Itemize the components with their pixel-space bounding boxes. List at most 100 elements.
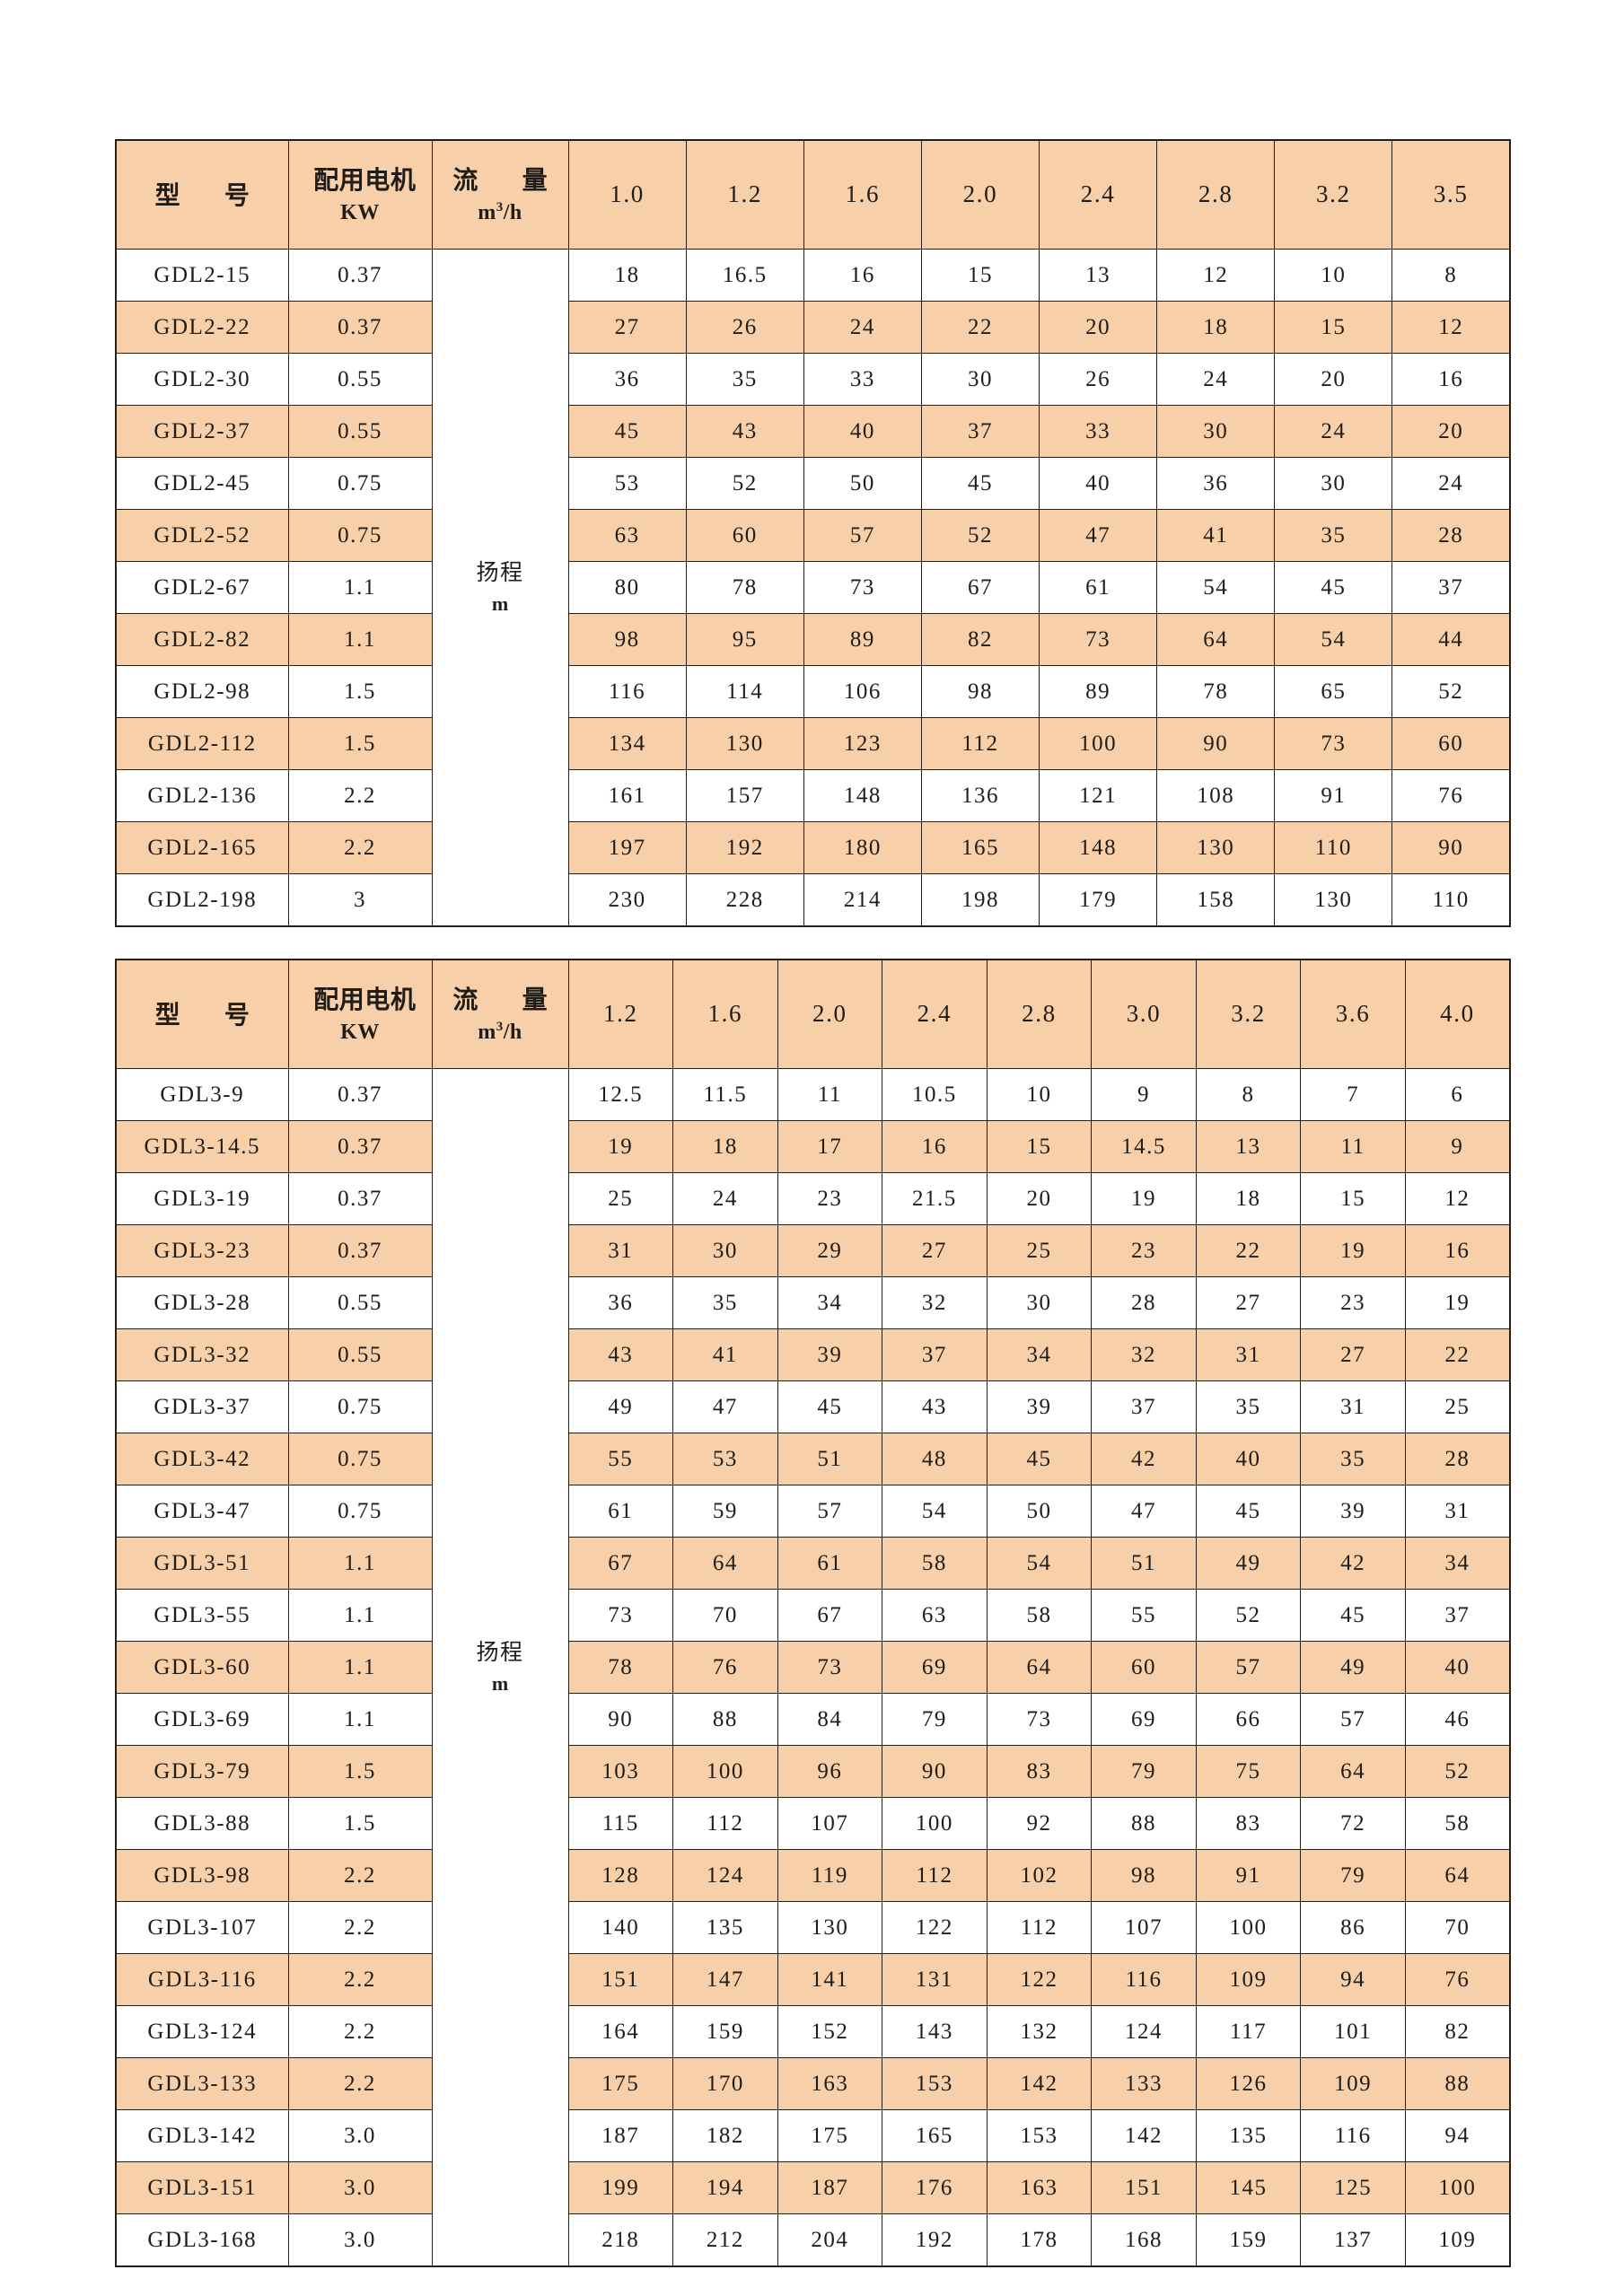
gdl3-cell-head-unit: 扬程 m — [431, 1068, 569, 2267]
gdl2-header-flow-value-2: 1.6 — [803, 139, 922, 250]
gdl3-cell-motor-power: 1.5 — [287, 1797, 433, 1850]
gdl2-table-container: 型 号 配用电机 KW 流 量 m3/h 1.0 1.2 1.6 2.0 2.4 2.8 3.2 3.5… — [115, 139, 1511, 927]
gdl2-cell-head-value: 112 — [920, 717, 1040, 770]
gdl3-cell-model: GDL3-116 — [115, 1953, 289, 2006]
gdl2-cell-head-value: 45 — [567, 405, 687, 458]
gdl3-cell-head-value: 70 — [672, 1589, 778, 1642]
gdl3-cell-head-value: 132 — [986, 2005, 1093, 2058]
gdl2-table-row: GDL2-165 2.2 197 192 180 165 148 130 110 90 — [115, 821, 1511, 874]
gdl2-header-motor-unit: KW — [340, 200, 380, 224]
gdl2-header-flow-unit: m3/h — [478, 199, 522, 224]
gdl3-cell-head-value: 64 — [672, 1537, 778, 1590]
gdl2-cell-head-value: 161 — [567, 769, 687, 822]
gdl3-header-flow-unit: m3/h — [478, 1019, 522, 1044]
gdl3-cell-head-value: 140 — [567, 1901, 674, 1954]
gdl3-cell-head-value: 75 — [1195, 1745, 1302, 1798]
gdl2-cell-head-value: 76 — [1391, 769, 1511, 822]
gdl3-table-row: GDL3-42 0.75 55 53 51 48 45 42 40 35 28 — [115, 1433, 1511, 1485]
gdl2-cell-head-value: 22 — [920, 301, 1040, 354]
gdl3-cell-head-value: 45 — [1195, 1485, 1302, 1538]
gdl3-cell-head-value: 52 — [1195, 1589, 1302, 1642]
gdl3-cell-head-value: 112 — [986, 1901, 1093, 1954]
gdl3-cell-model: GDL3-168 — [115, 2213, 289, 2267]
gdl3-cell-model: GDL3-32 — [115, 1328, 289, 1381]
gdl2-cell-model: GDL2-136 — [115, 769, 289, 822]
gdl2-cell-head-value: 165 — [920, 821, 1040, 874]
gdl2-cell-head-value: 44 — [1391, 613, 1511, 666]
gdl3-cell-head-value: 51 — [1091, 1537, 1197, 1590]
gdl3-cell-head-value: 115 — [567, 1797, 674, 1850]
gdl2-cell-head-value: 37 — [1391, 561, 1511, 614]
gdl2-cell-head-value: 110 — [1391, 873, 1511, 927]
gdl3-cell-head-value: 45 — [1300, 1589, 1406, 1642]
gdl3-header-flow-value-3: 2.4 — [882, 959, 988, 1069]
gdl3-cell-head-value: 30 — [672, 1224, 778, 1277]
gdl2-cell-head-value: 27 — [567, 301, 687, 354]
gdl3-cell-head-value: 54 — [986, 1537, 1093, 1590]
gdl3-header-flow-value-6: 3.2 — [1195, 959, 1302, 1069]
gdl2-cell-head-value: 192 — [685, 821, 804, 874]
gdl3-cell-head-value: 141 — [777, 1953, 883, 2006]
gdl3-cell-head-value: 12.5 — [567, 1068, 674, 1121]
gdl3-table-row: GDL3-23 0.37 31 30 29 27 25 23 22 19 16 — [115, 1224, 1511, 1277]
gdl3-cell-head-value: 37 — [1404, 1589, 1511, 1642]
gdl3-cell-head-value: 19 — [1300, 1224, 1406, 1277]
gdl2-cell-motor-power: 1.1 — [287, 613, 433, 666]
gdl3-cell-motor-power: 2.2 — [287, 1953, 433, 2006]
gdl3-cell-model: GDL3-28 — [115, 1276, 289, 1329]
gdl3-cell-model: GDL3-51 — [115, 1537, 289, 1590]
gdl3-cell-head-value: 192 — [882, 2213, 988, 2267]
gdl3-cell-model: GDL3-60 — [115, 1641, 289, 1694]
gdl3-cell-motor-power: 1.1 — [287, 1537, 433, 1590]
gdl3-cell-head-value: 34 — [986, 1328, 1093, 1381]
gdl2-cell-head-value: 24 — [1391, 457, 1511, 510]
gdl3-head-label: 扬程 — [476, 1639, 524, 1666]
gdl3-cell-head-value: 175 — [777, 2109, 883, 2162]
gdl3-cell-head-value: 112 — [882, 1849, 988, 1902]
gdl2-table-row: GDL2-15 0.37 扬程 m 18 16.5 16 15 13 12 10 8 — [115, 249, 1511, 927]
gdl2-cell-model: GDL2-45 — [115, 457, 289, 510]
gdl3-cell-motor-power: 1.1 — [287, 1589, 433, 1642]
gdl3-cell-motor-power: 0.37 — [287, 1120, 433, 1173]
gdl2-cell-head-value: 20 — [1391, 405, 1511, 458]
gdl3-cell-head-value: 145 — [1195, 2161, 1302, 2214]
gdl3-cell-model: GDL3-98 — [115, 1849, 289, 1902]
gdl2-cell-head-value: 20 — [1274, 353, 1393, 406]
gdl3-header-flow-value-0: 1.2 — [567, 959, 674, 1069]
gdl3-cell-head-value: 50 — [986, 1485, 1093, 1538]
gdl3-cell-head-value: 153 — [986, 2109, 1093, 2162]
gdl3-cell-motor-power: 1.1 — [287, 1693, 433, 1746]
gdl2-cell-head-value: 130 — [685, 717, 804, 770]
gdl2-header-flow-value-7: 3.5 — [1391, 139, 1511, 250]
gdl2-header-flow-value-5: 2.8 — [1156, 139, 1276, 250]
gdl3-cell-model: GDL3-14.5 — [115, 1120, 289, 1173]
gdl3-cell-motor-power: 0.75 — [287, 1380, 433, 1433]
gdl2-header-flow-value-1: 1.2 — [685, 139, 804, 250]
gdl2-cell-head-value: 228 — [685, 873, 804, 927]
gdl3-cell-head-value: 125 — [1300, 2161, 1406, 2214]
gdl2-table-row: GDL2-37 0.55 45 43 40 37 33 30 24 20 — [115, 405, 1511, 458]
gdl3-cell-head-value: 153 — [882, 2057, 988, 2110]
gdl3-cell-head-value: 28 — [1404, 1433, 1511, 1485]
gdl2-cell-head-value: 148 — [803, 769, 922, 822]
gdl3-table-row: GDL3-55 1.1 73 70 67 63 58 55 52 45 37 — [115, 1589, 1511, 1642]
gdl2-cell-head-value: 30 — [1274, 457, 1393, 510]
gdl2-cell-head-value: 98 — [567, 613, 687, 666]
gdl3-cell-head-value: 13 — [1195, 1120, 1302, 1173]
gdl3-cell-head-value: 159 — [1195, 2213, 1302, 2267]
gdl3-cell-model: GDL3-47 — [115, 1485, 289, 1538]
gdl3-cell-head-value: 28 — [1091, 1276, 1197, 1329]
gdl3-cell-head-value: 45 — [777, 1380, 883, 1433]
gdl3-cell-head-value: 109 — [1195, 1953, 1302, 2006]
gdl3-cell-head-value: 17 — [777, 1120, 883, 1173]
gdl3-cell-head-value: 18 — [672, 1120, 778, 1173]
gdl2-cell-head-value: 52 — [920, 509, 1040, 562]
gdl2-cell-head-value: 52 — [685, 457, 804, 510]
gdl3-cell-head-value: 72 — [1300, 1797, 1406, 1850]
gdl3-cell-head-value: 64 — [986, 1641, 1093, 1694]
gdl3-cell-head-value: 103 — [567, 1745, 674, 1798]
gdl3-header-flow-value-8: 4.0 — [1404, 959, 1511, 1069]
gdl3-cell-head-value: 164 — [567, 2005, 674, 2058]
gdl2-table-row: GDL2-22 0.37 27 26 24 22 20 18 15 12 — [115, 301, 1511, 354]
gdl2-cell-head-value: 78 — [1156, 665, 1276, 718]
